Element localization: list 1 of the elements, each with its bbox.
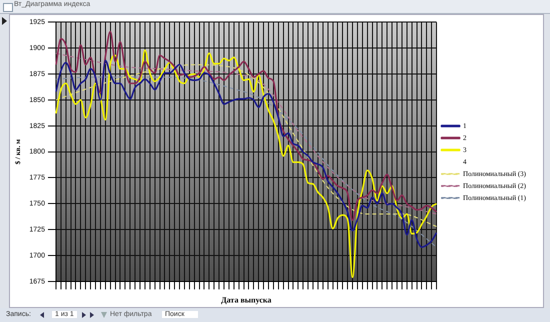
x-axis-title: Дата выпуска: [221, 295, 272, 304]
